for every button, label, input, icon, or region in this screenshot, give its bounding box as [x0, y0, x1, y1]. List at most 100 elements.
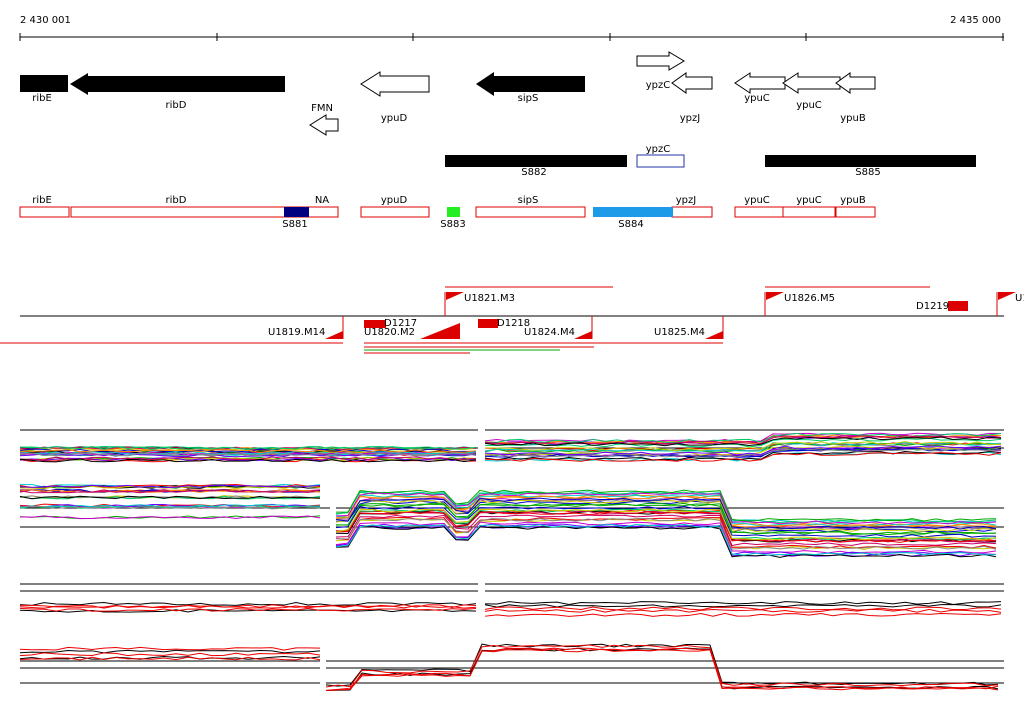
gene-label: sipS — [518, 93, 539, 104]
profile-line — [335, 523, 997, 556]
profile-line — [19, 489, 321, 494]
profile-line — [19, 602, 477, 606]
profile-line — [19, 449, 477, 454]
region-label: ypuC — [744, 195, 770, 206]
profile-line — [335, 503, 997, 536]
transcript-label: U1824.M4 — [524, 327, 575, 338]
profile-line — [484, 450, 1002, 461]
transcript-label: U1821.M3 — [464, 293, 515, 304]
profile-line — [19, 604, 477, 609]
profile-line — [484, 437, 1002, 448]
gene-label: ypuC — [796, 100, 822, 111]
segment — [636, 154, 685, 168]
profile-line — [484, 448, 1002, 458]
profile-line — [335, 499, 997, 532]
gene-label: ypuC — [744, 93, 770, 104]
transcripts — [0, 286, 1016, 354]
profile-line — [335, 516, 997, 549]
profile-line — [335, 508, 997, 541]
profile-line — [335, 517, 997, 550]
gene-arrows — [20, 51, 876, 136]
gene-label: ypuD — [381, 113, 408, 124]
ruler-start: 2 430 001 — [20, 15, 71, 26]
region-label: S881 — [282, 219, 307, 230]
profile-line — [19, 604, 477, 609]
region-label: ribE — [32, 195, 52, 206]
segment-label: S885 — [855, 167, 880, 178]
region-label: ypuB — [840, 195, 866, 206]
profile-line — [335, 497, 997, 530]
profile-line — [484, 603, 1002, 608]
profile-line — [325, 647, 999, 691]
profile-line — [335, 502, 997, 535]
profile-line — [335, 500, 997, 533]
profile-line — [335, 526, 997, 558]
profile-line — [484, 445, 1002, 456]
region-label: ribD — [166, 195, 187, 206]
segment-label: S882 — [521, 167, 546, 178]
ruler-end: 2 435 000 — [950, 15, 1001, 26]
profile-line — [19, 458, 477, 463]
profile-line — [19, 457, 477, 461]
profile-line — [335, 492, 997, 525]
gene-label: ribE — [32, 93, 52, 104]
region-label: ypuC — [796, 195, 822, 206]
regions — [19, 206, 876, 218]
profile-line — [325, 644, 999, 688]
profile-line — [19, 646, 321, 651]
transcript-label: U1825.M4 — [654, 327, 705, 338]
profile-line — [19, 505, 321, 510]
gene-label: FMN — [311, 103, 333, 114]
gene-label: ypzJ — [680, 113, 700, 124]
profile-line — [335, 511, 997, 543]
profile-line — [19, 652, 321, 657]
profile-line — [19, 484, 321, 489]
region-label: ypzJ — [676, 195, 696, 206]
gene-label: ypuB — [840, 113, 866, 124]
transcript-label: D1217 — [384, 318, 417, 329]
profile-line — [484, 612, 1002, 617]
profile-line — [19, 495, 321, 500]
profile-line — [19, 457, 477, 462]
profile-line — [484, 436, 1002, 447]
profile-line — [484, 441, 1002, 452]
profile-line — [484, 601, 1002, 605]
profile-line — [484, 452, 1002, 462]
profile-line — [484, 606, 1002, 611]
profile-line — [335, 495, 997, 528]
profile-line — [335, 514, 997, 547]
profile-line — [19, 656, 321, 661]
profile-line — [19, 649, 321, 654]
profile-line — [19, 504, 321, 509]
expression-profiles — [19, 429, 1004, 691]
profile-line — [484, 432, 1002, 443]
transcript-label: U1 — [1015, 293, 1024, 304]
region-label: S884 — [618, 219, 643, 230]
transcript-label: D1218 — [497, 318, 530, 329]
region-label: S883 — [440, 219, 465, 230]
gene-label: ypzC — [646, 80, 671, 91]
profile-line — [335, 491, 997, 524]
profile-line — [19, 515, 321, 520]
profile-line — [19, 452, 477, 457]
profile-line — [335, 489, 997, 522]
transcript-label: U1826.M5 — [784, 293, 835, 304]
transcript-label: U1819.M14 — [268, 327, 325, 338]
segment — [445, 155, 627, 167]
segment-label: ypzC — [646, 144, 671, 155]
profile-line — [19, 446, 477, 450]
region-label: ypuD — [381, 195, 408, 206]
transcript-label: U1820.M2 — [364, 327, 415, 338]
profile-line — [325, 647, 999, 691]
profile-line — [325, 643, 999, 687]
profile-line — [484, 608, 1002, 613]
ruler — [19, 33, 1004, 41]
segment — [765, 155, 976, 167]
profile-line — [19, 607, 477, 612]
profile-line — [19, 456, 477, 461]
region-label: NA — [315, 195, 329, 206]
profile-line — [335, 505, 997, 538]
transcript-label: D1219 — [916, 301, 949, 312]
region-label: sipS — [518, 195, 539, 206]
